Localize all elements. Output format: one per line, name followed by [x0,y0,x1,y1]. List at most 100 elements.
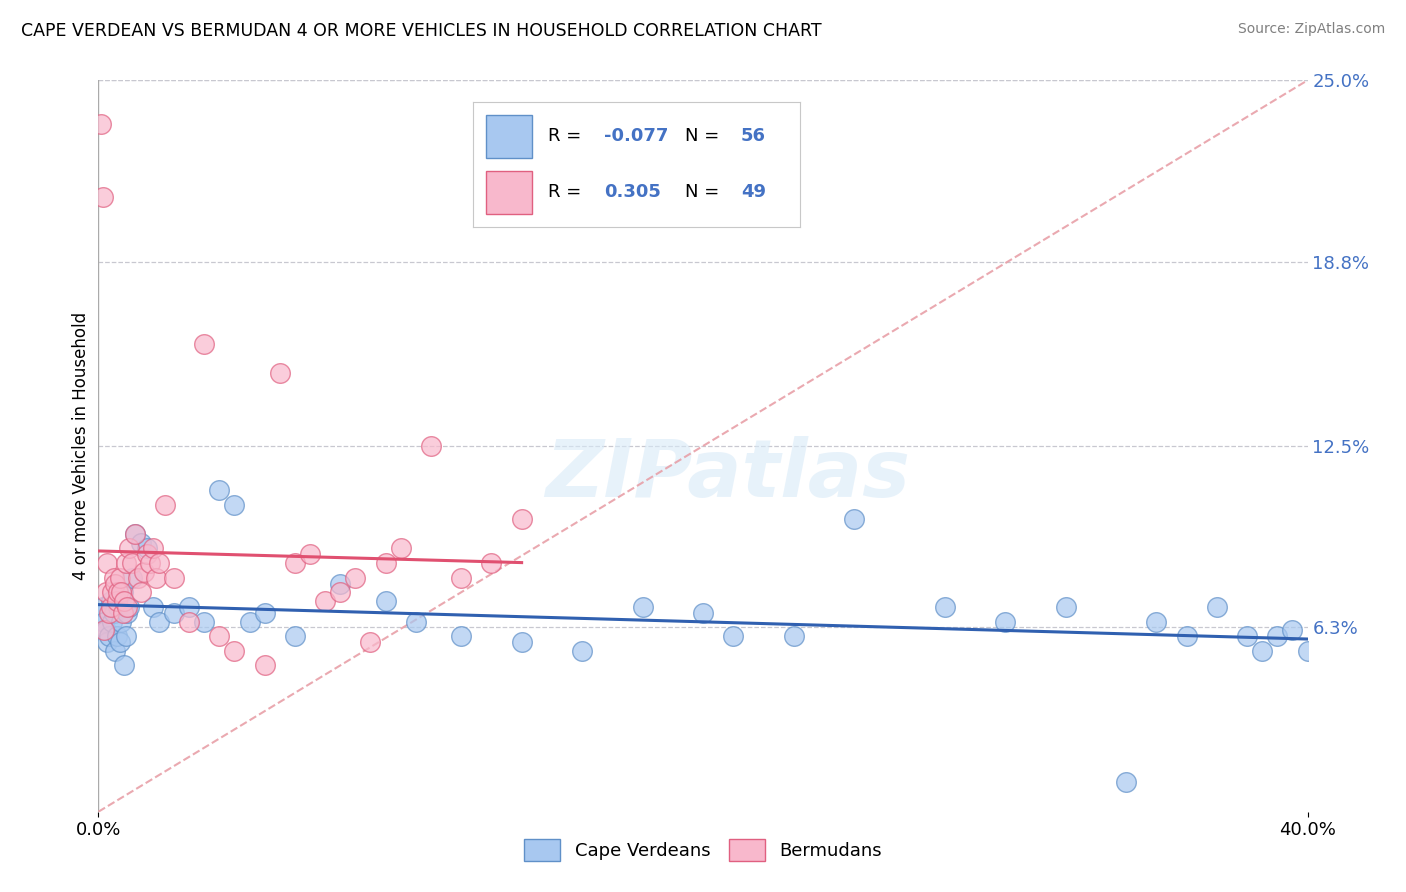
Point [108,571,131,585]
Point [124,526,146,541]
Point [104,644,127,658]
Point [450,571,472,585]
Point [374,594,396,608]
Point [127,571,149,585]
Point [1251,644,1274,658]
Point [103,571,125,585]
Point [129,585,152,599]
Point [571,644,593,658]
Point [314,594,336,608]
Text: Source: ZipAtlas.com: Source: ZipAtlas.com [1237,22,1385,37]
Point [139,556,162,570]
Point [105,629,128,643]
Point [112,658,135,673]
Point [994,615,1017,629]
Point [101,615,124,629]
Legend: Cape Verdeans, Bermudans: Cape Verdeans, Bermudans [517,832,889,869]
Point [239,615,262,629]
Point [344,571,367,585]
Point [1281,624,1303,638]
Text: CAPE VERDEAN VS BERMUDAN 4 OR MORE VEHICLES IN HOUSEHOLD CORRELATION CHART: CAPE VERDEAN VS BERMUDAN 4 OR MORE VEHIC… [21,22,821,40]
Point [142,541,165,556]
Point [115,599,138,614]
Point [179,599,201,614]
Point [105,594,128,608]
Point [374,556,396,570]
Point [90,117,112,131]
Point [1146,615,1168,629]
Point [93,615,115,629]
Point [96,635,118,649]
Point [1267,629,1289,643]
Point [114,629,136,643]
Point [510,512,533,526]
Point [129,535,152,549]
Point [111,606,134,620]
Point [692,606,714,620]
Point [148,615,170,629]
Point [118,541,141,556]
Point [121,556,143,570]
Point [142,599,165,614]
Point [114,556,136,570]
Point [107,585,129,599]
Point [115,606,138,620]
Point [112,594,135,608]
Point [135,541,157,556]
Point [111,585,134,599]
Point [93,624,115,638]
Point [94,585,117,599]
Point [1054,599,1077,614]
Point [481,556,503,570]
Point [208,629,231,643]
Point [844,512,866,526]
Point [90,606,112,620]
Point [510,635,533,649]
Point [1206,599,1229,614]
Point [135,547,157,561]
Point [145,571,167,585]
Point [100,594,122,608]
Point [193,615,215,629]
Point [91,190,114,204]
Point [153,498,176,512]
Point [1115,775,1137,789]
Point [224,498,246,512]
Point [104,576,127,591]
Point [253,606,276,620]
Point [934,599,956,614]
Point [1175,629,1198,643]
Point [163,606,186,620]
Point [389,541,412,556]
Point [101,585,124,599]
Point [723,629,745,643]
Point [118,599,141,614]
Point [284,556,307,570]
Point [91,599,114,614]
Point [224,644,246,658]
Point [193,336,215,351]
Point [96,556,118,570]
Point [1236,629,1258,643]
Point [107,599,129,614]
Point [420,439,443,453]
Point [108,635,131,649]
Point [405,615,427,629]
Point [98,606,121,620]
Point [329,585,352,599]
Point [329,576,352,591]
Point [360,635,382,649]
Point [110,615,132,629]
Point [103,606,125,620]
Point [124,526,146,541]
Point [208,483,231,497]
Point [269,366,291,380]
Point [121,571,143,585]
Point [163,571,186,585]
Y-axis label: 4 or more Vehicles in Household: 4 or more Vehicles in Household [72,312,90,580]
Point [253,658,276,673]
Point [284,629,307,643]
Point [132,565,155,579]
Point [783,629,806,643]
Point [100,599,122,614]
